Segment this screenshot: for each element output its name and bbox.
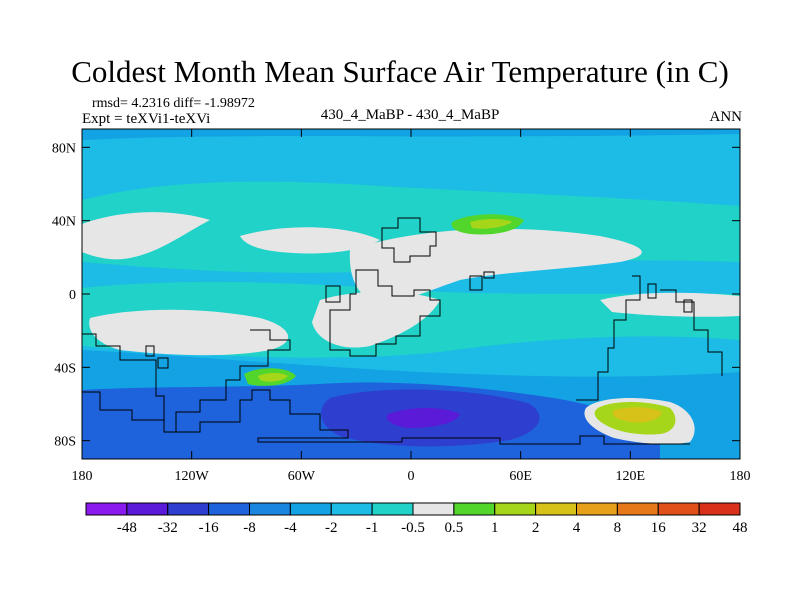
- colorbar-label: -0.5: [401, 520, 425, 536]
- colorbar-label: -48: [117, 520, 137, 536]
- warm-south-atlantic-core: [258, 373, 288, 382]
- colorbar-label: 0.5: [445, 520, 464, 536]
- colorbar-swatch: [371, 502, 414, 516]
- neutral-south-pacific: [89, 309, 289, 356]
- outline-pacific-coast: [660, 289, 723, 376]
- warm-central-asia-core: [470, 219, 512, 229]
- colorbar-label: -2: [325, 520, 338, 536]
- outline-small-islands: [145, 283, 693, 369]
- colorbar-swatch: [208, 502, 250, 516]
- colorbar-swatch: [249, 502, 291, 516]
- cold-antarctic-core: [386, 408, 460, 428]
- x-tick-label: 120E: [616, 469, 646, 484]
- colorbar-swatch: [698, 502, 741, 516]
- colorbar-swatch: [330, 502, 373, 516]
- colorbar-label: 2: [532, 520, 540, 536]
- outline-islands: [325, 271, 495, 303]
- colorbar: -48 -32 -16 -8 -4 -2 -1 -0.5 0.5 1 2 4 8 16 32 48: [85, 502, 748, 536]
- colorbar-swatch: [616, 502, 659, 516]
- x-tick-label: 180: [72, 469, 93, 484]
- neutral-north-america: [240, 227, 380, 254]
- land-outlines: [82, 217, 723, 445]
- colorbar-swatch: [494, 502, 537, 516]
- season-label: ANN: [709, 109, 743, 125]
- x-tick-label: 60W: [288, 469, 316, 484]
- colorbar-swatch: [576, 502, 618, 516]
- colorbar-swatch: [167, 502, 210, 516]
- colorbar-swatch: [85, 502, 128, 516]
- x-tick-label: 0: [408, 469, 415, 484]
- outline-indian-coast: [576, 275, 641, 401]
- colorbar-label: 4: [573, 520, 581, 536]
- colorbar-swatch: [289, 502, 332, 516]
- colorbar-label: 48: [733, 520, 748, 536]
- chart-title: Coldest Month Mean Surface Air Temperatu…: [71, 54, 729, 89]
- colorbar-label: 16: [651, 520, 667, 536]
- colorbar-swatch: [453, 502, 496, 516]
- neutral-indian: [600, 292, 740, 317]
- colorbar-swatch: [535, 502, 577, 516]
- colorbar-label: 1: [491, 520, 499, 536]
- map-field: [82, 129, 740, 459]
- stats-label: rmsd= 4.2316 diff= -1.98972: [92, 96, 255, 111]
- y-tick-label: 40N: [52, 215, 76, 230]
- x-tick-label: 180: [730, 469, 751, 484]
- colorbar-label: -32: [158, 520, 178, 536]
- neutral-africa: [312, 291, 440, 348]
- colorbar-swatch: [657, 502, 700, 516]
- outline-south-america: [82, 329, 291, 433]
- colorbar-label: -8: [243, 520, 256, 536]
- experiment-label: Expt = teXVi1-teXVi: [82, 111, 211, 127]
- colorbar-label: 8: [614, 520, 622, 536]
- y-tick-label: 80N: [52, 141, 76, 156]
- neutral-eurasia: [349, 228, 642, 304]
- x-tick-label: 60E: [509, 469, 532, 484]
- x-tick-label: 120W: [175, 469, 210, 484]
- colorbar-label: -1: [366, 520, 379, 536]
- colorbar-swatch: [412, 502, 455, 516]
- colorbar-label: -16: [199, 520, 219, 536]
- outline-eurasia: [381, 217, 437, 263]
- outline-antarctica: [82, 389, 690, 445]
- colorbar-label: 32: [692, 520, 707, 536]
- colorbar-label: -4: [284, 520, 297, 536]
- axis-ticks: 180 120W 60W 0 60E 120E 180 80N 40N 0 40S 80S: [52, 129, 751, 484]
- chart-subtitle: 430_4_MaBP - 430_4_MaBP: [320, 107, 500, 123]
- y-tick-label: 0: [69, 288, 76, 303]
- colorbar-swatch: [126, 502, 169, 516]
- y-tick-label: 80S: [54, 435, 76, 450]
- outline-africa: [329, 269, 441, 357]
- y-tick-label: 40S: [54, 361, 76, 376]
- warm-australia-core: [612, 407, 662, 423]
- neutral-north-pacific: [82, 212, 210, 260]
